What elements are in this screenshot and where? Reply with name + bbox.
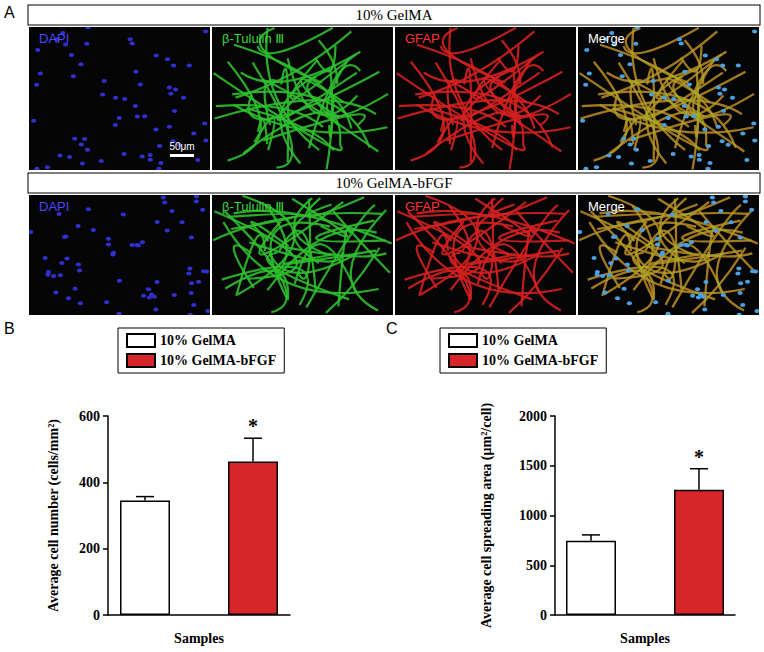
svg-text:1000: 1000	[519, 508, 547, 523]
svg-text:0: 0	[93, 608, 100, 623]
svg-text:A: A	[4, 4, 15, 21]
svg-text:*: *	[248, 415, 258, 437]
svg-text:0: 0	[540, 608, 547, 623]
svg-text:Average cell spreading area (μ: Average cell spreading area (μm²/cell)	[479, 403, 495, 629]
svg-text:200: 200	[79, 541, 100, 556]
svg-text:C: C	[386, 320, 398, 337]
svg-text:GFAP: GFAP	[405, 199, 440, 214]
svg-text:Merge: Merge	[588, 199, 625, 214]
svg-text:10% GelMA-bFGF: 10% GelMA-bFGF	[482, 353, 598, 368]
svg-text:GFAP: GFAP	[405, 31, 440, 46]
svg-text:50μm: 50μm	[169, 141, 194, 152]
svg-text:DAPI: DAPI	[39, 31, 69, 46]
svg-text:10% GelMA: 10% GelMA	[160, 333, 237, 348]
svg-text:DAPI: DAPI	[39, 199, 69, 214]
svg-text:400: 400	[79, 475, 100, 490]
svg-text:Merge: Merge	[588, 31, 625, 46]
svg-text:10% GelMA: 10% GelMA	[355, 7, 432, 23]
svg-text:B: B	[4, 320, 15, 337]
svg-text:10% GelMA-bFGF: 10% GelMA-bFGF	[335, 175, 452, 191]
svg-text:Samples: Samples	[620, 631, 670, 646]
svg-text:Average cell number (cells/mm²: Average cell number (cells/mm²)	[46, 419, 62, 612]
svg-text:2000: 2000	[519, 409, 547, 424]
svg-text:500: 500	[526, 558, 547, 573]
svg-text:β-Tululin Ⅲ: β-Tululin Ⅲ	[222, 31, 284, 46]
svg-text:10% GelMA-bFGF: 10% GelMA-bFGF	[160, 353, 276, 368]
svg-text:10% GelMA: 10% GelMA	[482, 333, 559, 348]
svg-text:*: *	[694, 446, 704, 468]
svg-text:β-Tululin Ⅲ: β-Tululin Ⅲ	[222, 199, 284, 214]
svg-text:1500: 1500	[519, 458, 547, 473]
svg-text:Samples: Samples	[174, 631, 224, 646]
svg-text:600: 600	[79, 409, 100, 424]
